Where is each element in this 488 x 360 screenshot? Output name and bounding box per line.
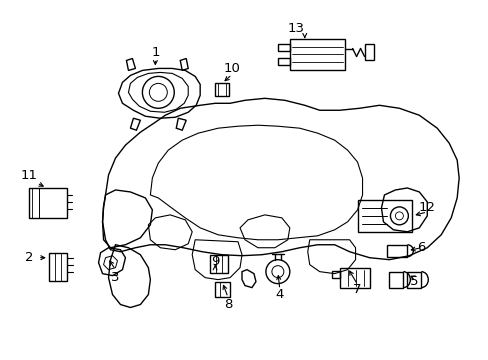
Text: 6: 6 (416, 241, 425, 254)
Text: 8: 8 (224, 298, 232, 311)
Text: 3: 3 (111, 271, 120, 284)
Text: 12: 12 (418, 201, 435, 215)
Text: 10: 10 (223, 62, 240, 75)
Text: 2: 2 (24, 251, 33, 264)
Text: 11: 11 (20, 168, 37, 181)
Text: 5: 5 (409, 275, 418, 288)
Text: 7: 7 (353, 283, 361, 296)
Text: 4: 4 (275, 288, 284, 301)
Text: 9: 9 (210, 255, 219, 268)
Text: 13: 13 (287, 22, 304, 35)
Text: 1: 1 (151, 46, 159, 59)
